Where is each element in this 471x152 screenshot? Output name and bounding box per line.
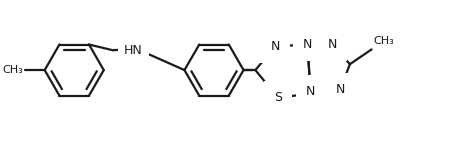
Text: N: N: [270, 40, 280, 53]
Text: N: N: [303, 38, 312, 51]
Text: HN: HN: [124, 44, 143, 57]
Text: CH₃: CH₃: [374, 36, 394, 47]
Text: N: N: [327, 38, 337, 51]
Text: N: N: [306, 85, 315, 98]
Text: S: S: [274, 91, 282, 104]
Text: CH₃: CH₃: [2, 65, 23, 75]
Text: N: N: [335, 83, 345, 96]
